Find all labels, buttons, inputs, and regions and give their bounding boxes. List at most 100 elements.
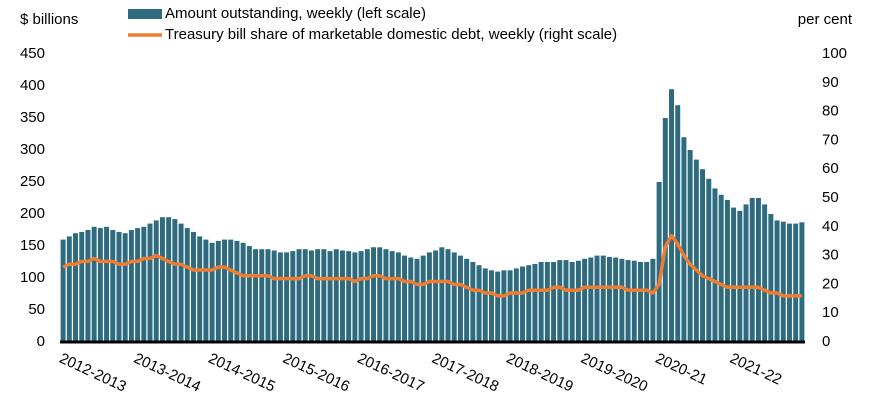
bar [321, 249, 327, 342]
bar [451, 252, 457, 342]
bar [116, 231, 122, 342]
y-tick-label: 200 [20, 205, 45, 222]
bar [426, 252, 432, 342]
bar [786, 223, 792, 342]
bar [420, 255, 426, 342]
bar [166, 217, 172, 342]
y2-tick-label: 40 [822, 218, 839, 235]
bar [762, 204, 768, 342]
bar [563, 260, 569, 342]
bar [575, 260, 581, 342]
bar [79, 231, 85, 342]
bar [482, 268, 488, 342]
bar [488, 270, 494, 342]
bar [594, 255, 600, 342]
bar [600, 255, 606, 342]
bar [222, 239, 228, 342]
bar [141, 226, 147, 342]
bar [476, 265, 482, 342]
bar [495, 271, 501, 342]
legend-label: Treasury bill share of marketable domest… [165, 26, 617, 43]
bar [395, 252, 401, 342]
bar [656, 182, 662, 342]
bar [73, 233, 79, 342]
bar [749, 198, 755, 342]
bar [402, 255, 408, 342]
y2-tick-label: 20 [822, 275, 839, 292]
y-tick-label: 350 [20, 109, 45, 126]
x-tick-label: 2013-2014 [131, 350, 203, 396]
y2-tick-label: 10 [822, 304, 839, 321]
bar [619, 258, 625, 342]
bar [557, 260, 563, 342]
bar [457, 255, 463, 342]
y-tick-label: 50 [28, 301, 45, 318]
bar [135, 228, 141, 342]
bar [799, 222, 805, 342]
bar [104, 226, 110, 342]
bar [588, 257, 594, 342]
bar [122, 233, 128, 342]
bar [693, 159, 699, 342]
bar [513, 268, 519, 342]
x-tick-label: 2021-22 [727, 350, 784, 389]
bar [209, 242, 215, 342]
bar [470, 262, 476, 342]
bar [327, 251, 333, 342]
x-tick-label: 2019-2020 [578, 350, 650, 396]
line [62, 233, 802, 298]
bar [501, 270, 507, 342]
bar [631, 260, 637, 342]
legend-swatch [128, 9, 162, 19]
y2-tick-label: 90 [822, 74, 839, 91]
bar [290, 251, 296, 342]
bar [780, 221, 786, 342]
bar [464, 258, 470, 342]
bar [625, 260, 631, 342]
x-tick-label: 2020-21 [653, 350, 710, 389]
bar [302, 249, 308, 342]
bar [532, 263, 538, 342]
bar [364, 249, 370, 342]
y-tick-label: 100 [20, 269, 45, 286]
bar [358, 251, 364, 342]
bar [85, 230, 91, 342]
bar [184, 228, 190, 342]
x-tick-label: 2018-2019 [504, 350, 576, 396]
bar [700, 169, 706, 342]
bar [681, 137, 687, 342]
bar [315, 249, 321, 342]
bar [153, 220, 159, 342]
bar [755, 198, 761, 342]
bar [147, 223, 153, 342]
bar [768, 214, 774, 342]
bar [246, 246, 252, 342]
y-tick-label: 400 [20, 77, 45, 94]
bar [277, 252, 283, 342]
y-axis-label: $ billions [20, 11, 78, 28]
bar [197, 236, 203, 342]
bar [128, 230, 134, 342]
y2-tick-label: 60 [822, 160, 839, 177]
bar [383, 249, 389, 342]
bar [724, 199, 730, 342]
x-tick-label: 2015-2016 [280, 350, 352, 396]
bar [606, 256, 612, 342]
y-tick-label: 300 [20, 141, 45, 158]
bar [520, 266, 526, 342]
bar [371, 247, 377, 342]
bar [569, 262, 575, 342]
bar [377, 247, 383, 342]
bar [253, 249, 259, 342]
bar [414, 258, 420, 342]
bar [669, 89, 675, 342]
bar [333, 249, 339, 342]
bar [675, 105, 681, 342]
bar [743, 204, 749, 342]
bar [91, 226, 97, 342]
bar [662, 118, 668, 342]
bar [613, 257, 619, 342]
bar [637, 262, 643, 342]
y2-tick-label: 80 [822, 103, 839, 120]
